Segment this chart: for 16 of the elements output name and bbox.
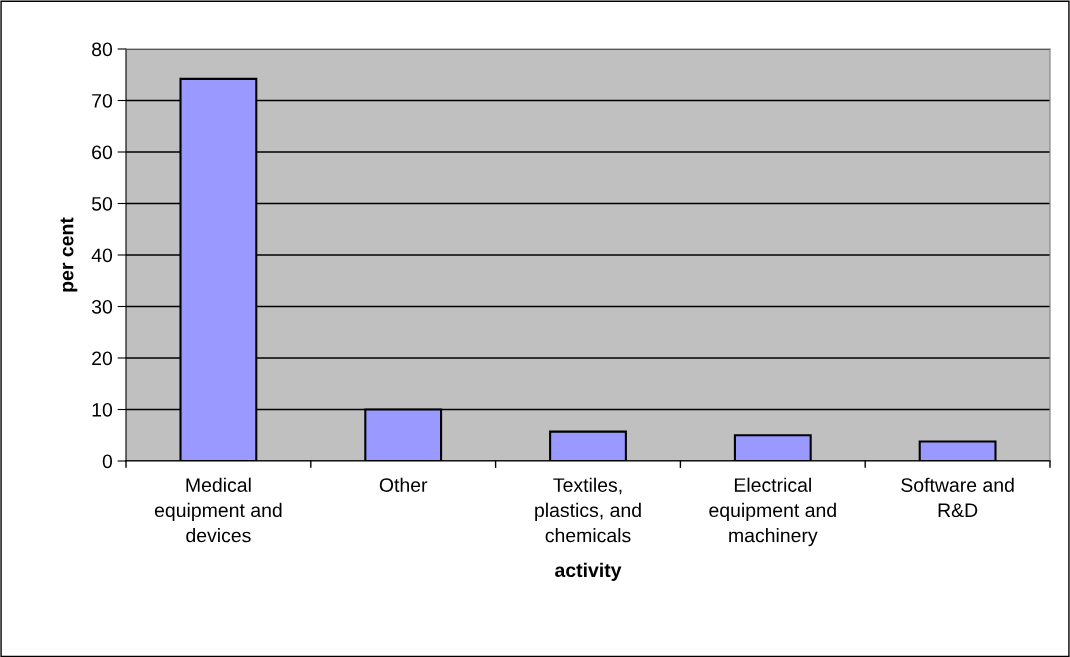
- x-tick-label: Textiles, plastics, and chemicals: [535, 477, 641, 543]
- y-axis-title: per cent: [60, 217, 78, 292]
- x-tick-label: Software and R&D: [901, 477, 1014, 518]
- x-tick-label: Electrical equipment and machinery: [709, 477, 836, 547]
- x-axis-title: activity: [555, 562, 622, 581]
- x-tick-label: Medical equipment and devices: [154, 477, 282, 543]
- y-tick-label: 0: [102, 454, 113, 469]
- y-tick-label: 30: [91, 299, 113, 314]
- y-tick-label: 70: [92, 93, 113, 108]
- y-tick-label: 40: [91, 248, 113, 263]
- y-tick-label: 80: [92, 42, 113, 57]
- y-tick-label: 50: [91, 196, 113, 211]
- y-tick-label: 20: [92, 351, 113, 366]
- y-tick-label: 10: [92, 402, 113, 417]
- x-tick-label: Other: [379, 477, 428, 492]
- y-tick-label: 60: [92, 145, 113, 160]
